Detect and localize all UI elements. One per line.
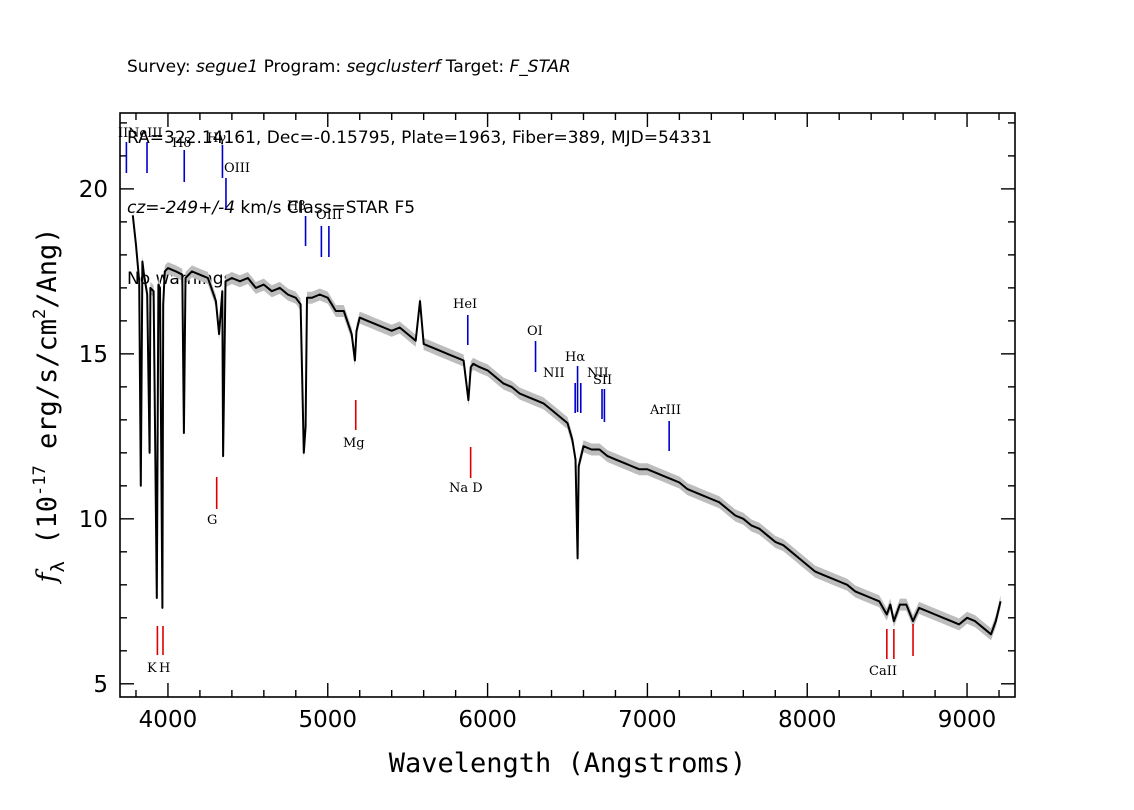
flux-error-band bbox=[132, 209, 1001, 641]
emission-label: HeI bbox=[453, 297, 477, 312]
x-tick-label: 9000 bbox=[938, 707, 997, 733]
emission-label: NeIII bbox=[128, 126, 162, 141]
y-axis-title: fλ (10-17 erg/s/cm2/Ang) bbox=[30, 227, 69, 584]
survey-label: Survey: bbox=[127, 57, 197, 77]
y-tick-label: 15 bbox=[79, 342, 108, 368]
emission-label: NII bbox=[587, 366, 609, 381]
x-axis-title: Wavelength (Angstroms) bbox=[389, 748, 747, 779]
emission-label: OIII bbox=[316, 208, 342, 223]
x-tick-label: 5000 bbox=[298, 707, 357, 733]
y-tick-label: 20 bbox=[79, 177, 108, 203]
ticks-layer: 4000 5000 6000 7000 8000 9000 5 10 15 20 bbox=[79, 113, 1015, 733]
plot-layer bbox=[131, 209, 1002, 641]
flux-line bbox=[131, 215, 1002, 636]
plot-frame bbox=[119, 112, 1016, 698]
spectrum-header: Survey: segue1 Program: segclusterf Targ… bbox=[127, 9, 712, 315]
header-line-survey: Survey: segue1 Program: segclusterf Targ… bbox=[127, 56, 712, 80]
absorption-label: Na D bbox=[449, 481, 483, 496]
absorption-label: Mg bbox=[343, 436, 365, 451]
absorption-label: H bbox=[159, 661, 170, 676]
emission-label: ArIII bbox=[649, 403, 681, 418]
x-tick-label: 7000 bbox=[618, 707, 677, 733]
emission-label: Hδ bbox=[172, 136, 191, 151]
emission-label: OI bbox=[527, 324, 543, 339]
emission-label: OIII bbox=[224, 161, 250, 176]
x-tick-label: 8000 bbox=[778, 707, 837, 733]
absorption-label: K bbox=[147, 661, 157, 676]
emission-label: Hγ bbox=[207, 131, 226, 146]
program-value: segclusterf bbox=[346, 57, 441, 77]
x-tick-label: 6000 bbox=[458, 707, 517, 733]
survey-value: segue1 bbox=[196, 57, 259, 77]
header-line-redshift: cz=-249+/-4 km/s Class=STAR F5 bbox=[127, 197, 712, 221]
program-label: Program: bbox=[258, 57, 347, 77]
emission-label: Hα bbox=[565, 350, 585, 365]
emission-label: SII bbox=[593, 373, 612, 388]
absorption-label: CaII bbox=[869, 664, 897, 679]
x-tick-label: 4000 bbox=[139, 707, 198, 733]
y-tick-label: 10 bbox=[79, 507, 108, 533]
class-value: km/s Class=STAR F5 bbox=[235, 198, 416, 218]
cz-value: cz=-249+/-4 bbox=[127, 198, 236, 218]
absorption-label: G bbox=[207, 513, 217, 528]
emission-label: II bbox=[118, 126, 128, 141]
target-label: Target: bbox=[440, 57, 510, 77]
y-tick-label: 5 bbox=[93, 672, 108, 698]
target-value: F_STAR bbox=[509, 57, 571, 77]
emission-label: Hβ bbox=[287, 199, 306, 214]
emission-label: NII bbox=[543, 366, 565, 381]
header-line-coords: RA=322.14161, Dec=-0.15795, Plate=1963, … bbox=[127, 127, 713, 148]
